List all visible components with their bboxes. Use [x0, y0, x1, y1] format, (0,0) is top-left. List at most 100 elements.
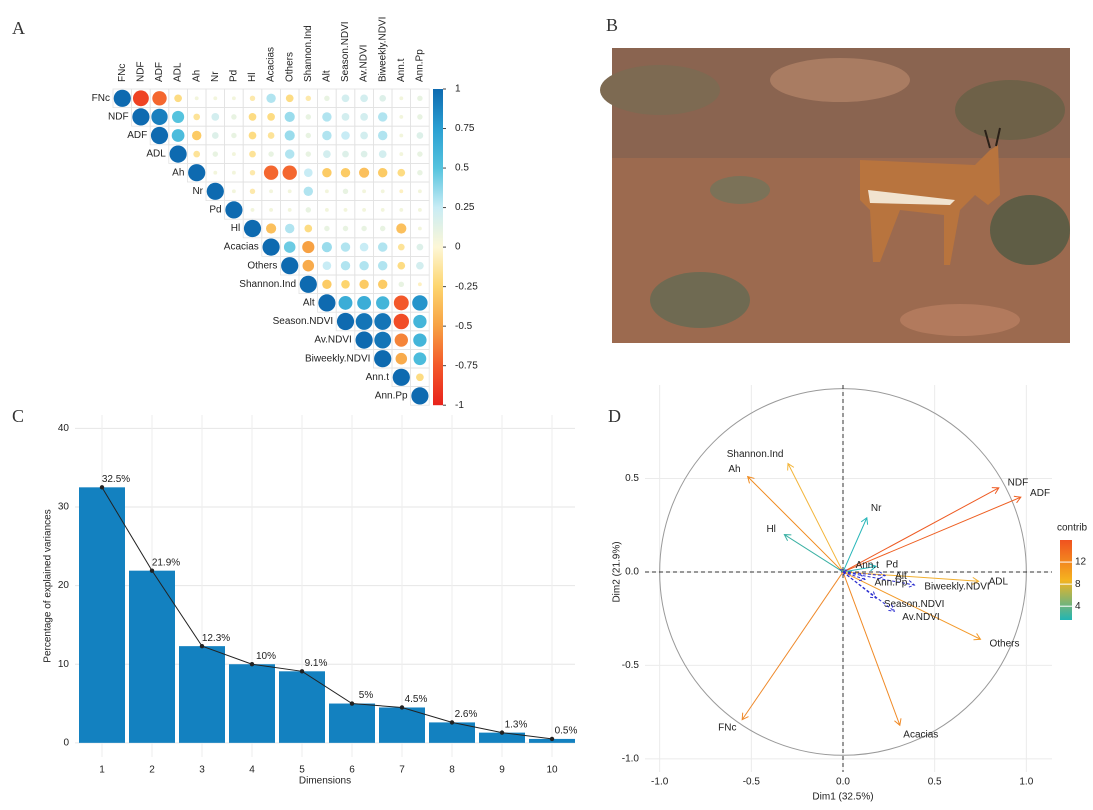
column-label: Ann.Pp — [415, 49, 426, 82]
corr-circle — [412, 295, 427, 310]
corr-circle — [244, 220, 261, 237]
y-tick-label: 0.5 — [625, 473, 639, 484]
value-label: 0.5% — [555, 726, 578, 737]
corr-circle — [414, 352, 427, 365]
row-label: Ann.t — [366, 372, 390, 383]
panel-label: D — [608, 406, 621, 426]
arrow-label: Biweekly.NDVI — [924, 581, 989, 592]
arrow-label: Others — [989, 638, 1019, 649]
corr-circle — [378, 261, 387, 270]
corr-circle — [302, 241, 314, 253]
corr-circle — [356, 313, 373, 330]
x-tick-label: 1.0 — [1019, 777, 1033, 788]
corr-circle — [174, 94, 182, 102]
corr-circle — [379, 95, 386, 102]
legend-label: 8 — [1075, 579, 1081, 590]
column-label: ADF — [154, 62, 165, 82]
panel-label: A — [12, 18, 25, 38]
corr-circle — [322, 112, 331, 121]
value-label: 10% — [256, 651, 276, 662]
corr-circle — [393, 369, 410, 386]
corr-circle — [359, 168, 369, 178]
bar — [179, 646, 225, 743]
corr-circle — [306, 114, 311, 119]
photo — [600, 48, 1070, 343]
corr-circle — [360, 132, 368, 140]
value-label: 32.5% — [102, 474, 130, 485]
column-label: Ah — [191, 70, 202, 82]
column-label: NDF — [136, 61, 147, 82]
y-axis-title: Dim2 (21.9%) — [612, 541, 623, 602]
row-label: Hl — [231, 223, 240, 234]
corr-circle — [417, 114, 422, 119]
corr-circle — [132, 108, 149, 125]
column-label: Acacias — [266, 47, 277, 82]
row-label: Pd — [209, 205, 221, 216]
corr-circle — [207, 183, 224, 200]
corr-circle — [413, 315, 426, 328]
corr-circle — [359, 280, 368, 289]
corr-circle — [195, 96, 199, 100]
corr-circle — [268, 132, 275, 139]
corr-circle — [418, 227, 422, 231]
corr-circle — [306, 207, 311, 212]
x-tick-label: -0.5 — [743, 777, 761, 788]
corr-circle — [266, 223, 276, 233]
corr-circle — [337, 313, 354, 330]
corr-circle — [263, 239, 280, 256]
y-tick-label: 20 — [58, 580, 70, 591]
corr-circle — [411, 387, 428, 404]
corr-circle — [288, 189, 292, 193]
corr-circle — [251, 208, 255, 212]
y-tick-label: 40 — [58, 423, 70, 434]
x-tick-label: 9 — [499, 765, 505, 776]
corr-circle — [418, 189, 422, 193]
corr-circle — [361, 226, 366, 231]
corr-circle — [380, 226, 385, 231]
value-label: 1.3% — [505, 719, 528, 730]
panel-label: B — [606, 15, 618, 35]
corr-circle — [323, 261, 332, 270]
corr-circle — [342, 94, 350, 102]
colorbar-label: -0.25 — [455, 281, 478, 292]
legend-bar — [1060, 540, 1072, 620]
corr-circle — [285, 112, 295, 122]
row-label: Ah — [172, 167, 184, 178]
x-tick-label: 10 — [546, 765, 558, 776]
column-label: Pd — [229, 70, 240, 82]
corr-circle — [213, 171, 217, 175]
corr-circle — [249, 151, 256, 158]
column-label: Nr — [210, 71, 221, 82]
row-label: NDF — [108, 112, 129, 123]
corr-circle — [232, 152, 236, 156]
y-tick-label: -0.5 — [622, 660, 640, 671]
row-label: Av.NDVI — [314, 335, 351, 346]
row-label: FNc — [92, 93, 110, 104]
column-label: Alt — [322, 70, 333, 82]
corr-circle — [341, 168, 350, 177]
corr-circle — [360, 113, 368, 121]
value-label: 4.5% — [405, 694, 428, 705]
x-tick-label: 8 — [449, 765, 455, 776]
row-label: Alt — [303, 298, 315, 309]
arrow-label: ADF — [1030, 488, 1050, 499]
corr-circle — [399, 96, 403, 100]
corr-circle — [374, 350, 391, 367]
x-tick-label: 0.5 — [928, 777, 942, 788]
point — [200, 644, 204, 648]
corr-circle — [399, 115, 403, 119]
arrow-label: Ann.Pp — [874, 577, 907, 588]
corr-circle — [193, 114, 200, 121]
arrow-label: NDF — [1008, 478, 1029, 489]
value-label: 5% — [359, 690, 374, 701]
corr-circle — [374, 332, 391, 349]
arrow-label: Av.NDVI — [902, 612, 939, 623]
corr-circle — [325, 189, 329, 193]
arrow-label: Nr — [871, 503, 882, 514]
corr-circle — [322, 168, 331, 177]
corr-circle — [284, 241, 296, 253]
row-label: Biweekly.NDVI — [305, 353, 370, 364]
corr-circle — [395, 333, 408, 346]
arrow-label: Acacias — [903, 729, 938, 740]
corr-circle — [417, 151, 422, 156]
